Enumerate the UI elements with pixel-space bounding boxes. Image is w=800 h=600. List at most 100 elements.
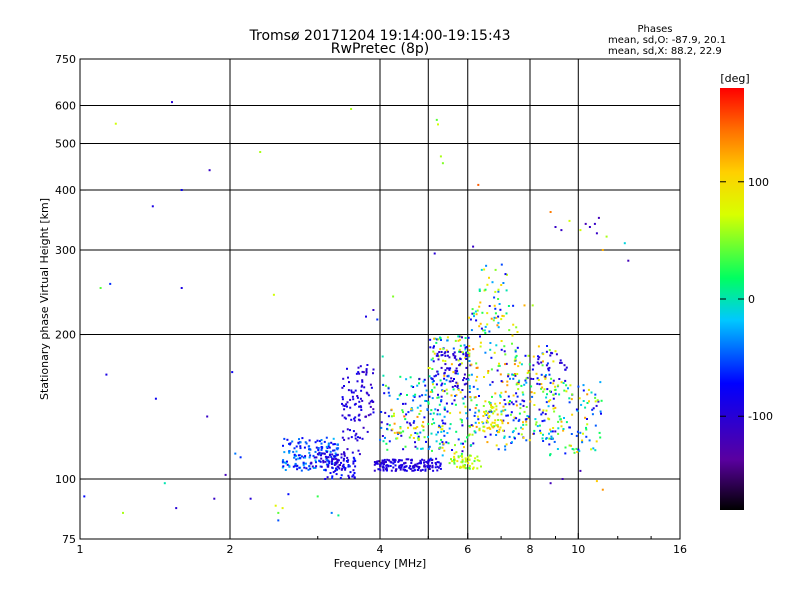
data-point [463,377,466,379]
data-point [464,346,467,349]
data-point [380,421,383,424]
data-point [569,384,572,387]
data-point [497,365,500,367]
data-point [499,395,502,398]
data-point [433,375,436,378]
data-point [361,384,364,387]
data-point [453,462,456,465]
data-point [575,447,578,450]
data-point [335,462,338,465]
data-point [523,383,526,386]
data-point [249,497,252,500]
data-point [396,437,399,440]
data-point [309,467,312,470]
data-point [442,347,445,350]
data-point [388,394,391,397]
data-point [460,421,463,424]
y-tick-label: 100 [55,473,76,486]
data-point [395,468,397,471]
data-point [495,408,498,411]
data-point [347,376,349,379]
data-point [525,406,528,408]
data-point [434,337,437,340]
data-point [507,401,510,404]
data-point [353,476,356,479]
data-point [564,368,567,371]
data-point [571,448,574,450]
data-point [449,412,452,415]
data-point [553,440,556,443]
data-point [393,422,396,425]
data-point [350,418,353,421]
data-point [412,437,415,439]
data-point [505,289,508,292]
data-point [459,350,462,353]
data-point [421,424,423,427]
data-point [490,406,493,409]
data-point [416,469,419,471]
data-point [497,425,499,428]
data-point [592,407,595,410]
data-point [308,451,311,454]
data-point [440,354,443,357]
data-point [239,456,242,459]
data-point [504,353,507,356]
data-point [594,424,597,427]
data-point [593,222,596,225]
data-point [396,398,399,400]
data-point [480,327,483,330]
data-point [541,411,544,414]
data-point [369,383,372,386]
data-point [466,353,469,356]
data-point [459,466,461,469]
data-point [451,402,454,405]
data-point [427,423,430,425]
data-point [326,459,329,462]
data-point [458,348,461,351]
data-point [449,423,452,426]
data-point [506,273,508,276]
data-point [372,372,374,375]
data-point [340,461,342,464]
x-axis-label: Frequency [MHz] [334,557,426,570]
data-point [441,441,444,444]
data-point [435,383,438,386]
data-point [554,430,557,433]
data-point [327,442,330,445]
data-point [521,399,524,402]
data-point [483,376,485,378]
data-point [514,358,517,361]
data-point [479,335,481,338]
data-point [465,353,468,356]
data-point [469,318,472,321]
data-point [419,459,422,462]
data-point [508,435,511,438]
data-point [486,441,489,444]
data-point [564,452,567,455]
data-point [428,464,431,467]
data-point [455,358,458,361]
data-point [463,383,466,386]
data-point [532,378,535,380]
data-point [337,514,340,517]
data-point [340,453,343,456]
data-point [477,409,480,412]
data-point [433,337,436,340]
data-point [528,439,531,442]
data-point [544,376,547,379]
data-point [444,363,447,366]
data-point [316,439,319,442]
data-point [441,162,444,165]
data-point [455,394,458,397]
data-point [568,444,571,447]
data-point [399,426,402,429]
data-point [308,448,310,451]
data-point [490,317,493,320]
data-point [432,380,435,382]
data-point [442,422,445,425]
data-point [453,455,456,458]
data-point [439,467,442,470]
x-tick-label: 4 [377,543,384,556]
data-point [599,410,602,413]
data-point [353,472,356,474]
